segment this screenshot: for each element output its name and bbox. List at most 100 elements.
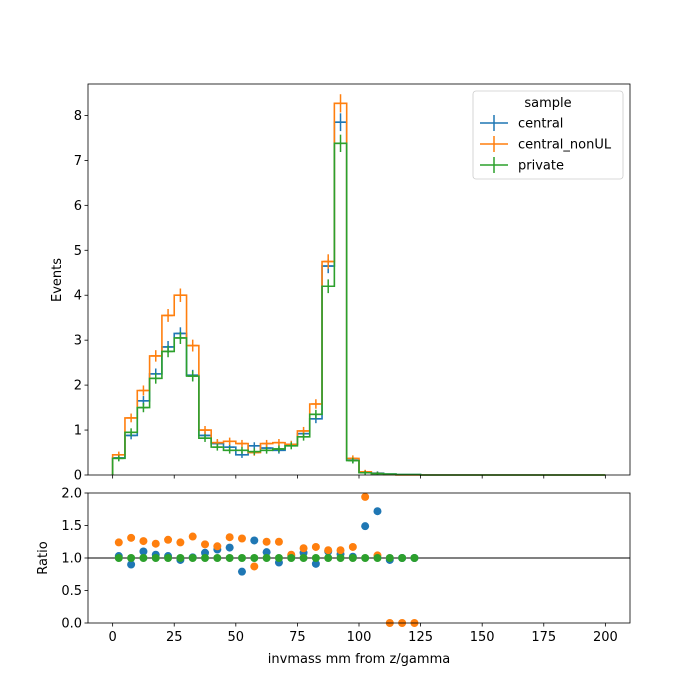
- ratio-point: [139, 537, 148, 546]
- ratio-point: [139, 547, 148, 556]
- ratio-point: [311, 559, 320, 568]
- ratio-point: [151, 554, 160, 562]
- ratio-point: [274, 554, 283, 562]
- ratio-x-tick-label: 175: [531, 630, 556, 645]
- ratio-point: [151, 539, 160, 548]
- legend-title: sample: [524, 96, 571, 111]
- ratio-point: [324, 554, 333, 562]
- ratio-point: [127, 560, 136, 569]
- ratio-plot-panel: 0.0 0.5 1.0 1.5 2.0 0 25 50 75 100 125 150 175 200 R…: [36, 487, 631, 667]
- ratio-x-tick-label: 25: [166, 630, 183, 645]
- ratio-point: [127, 533, 136, 542]
- ratio-point: [127, 554, 136, 562]
- ratio-x-tick-label: 50: [228, 630, 245, 645]
- ratio-point: [361, 554, 370, 562]
- legend-label: central: [518, 117, 563, 132]
- ratio-point: [385, 554, 394, 562]
- ratio-point: [311, 542, 320, 551]
- ratio-point: [361, 492, 370, 501]
- ratio-point: [201, 554, 210, 562]
- ratio-point: [262, 537, 271, 546]
- ratio-point: [373, 507, 382, 516]
- ratio-plot-data: [88, 492, 630, 627]
- main-y-axis-ticks: 0 1 2 3 4 5 6 7 8: [74, 109, 88, 484]
- ratio-y-tick-label: 0.0: [61, 617, 82, 632]
- ratio-point: [164, 554, 173, 562]
- ratio-point: [213, 554, 222, 562]
- legend-label: private: [518, 159, 564, 174]
- ratio-point: [324, 546, 333, 555]
- ratio-point: [114, 538, 123, 547]
- main-y-tick-label: 3: [74, 334, 82, 349]
- ratio-y-axis-ticks: 0.0 0.5 1.0 1.5 2.0: [61, 487, 88, 632]
- ratio-point: [225, 554, 234, 562]
- ratio-series-central-nonUL: [114, 492, 419, 627]
- ratio-point: [176, 554, 185, 562]
- main-y-tick-label: 4: [74, 289, 82, 304]
- legend-item-central-nonUL: central_nonUL: [480, 136, 612, 153]
- ratio-point: [164, 535, 173, 544]
- ratio-point: [373, 554, 382, 562]
- main-y-tick-label: 5: [74, 244, 82, 259]
- ratio-point: [287, 554, 296, 562]
- ratio-point: [237, 554, 246, 562]
- main-plot-data: [111, 94, 606, 476]
- ratio-point: [237, 567, 246, 576]
- main-y-tick-label: 6: [74, 199, 82, 214]
- ratio-point: [274, 537, 283, 546]
- ratio-point: [237, 534, 246, 543]
- ratio-point: [201, 540, 210, 549]
- ratio-point: [250, 562, 259, 571]
- ratio-point: [336, 546, 345, 555]
- legend-label: central_nonUL: [518, 138, 612, 153]
- ratio-y-tick-label: 2.0: [61, 487, 82, 502]
- main-plot-panel: 0 1 2 3 4 5 6 7 8 Events sample central central_n…: [50, 83, 631, 484]
- x-axis-label: invmass mm from z/gamma: [268, 652, 450, 667]
- ratio-x-tick-label: 0: [108, 630, 116, 645]
- ratio-x-tick-label: 150: [470, 630, 495, 645]
- ratio-x-tick-label: 75: [289, 630, 306, 645]
- ratio-point: [311, 554, 320, 562]
- ratio-point: [225, 533, 234, 542]
- ratio-point: [213, 542, 222, 551]
- legend-item-central: central: [480, 115, 563, 132]
- main-y-tick-label: 7: [74, 154, 82, 169]
- ratio-point: [361, 522, 370, 531]
- ratio-series-private: [114, 554, 419, 562]
- legend-item-private: private: [480, 157, 564, 174]
- ratio-point: [188, 554, 197, 562]
- main-y-tick-label: 1: [74, 424, 82, 439]
- ratio-point: [139, 554, 148, 562]
- ratio-point: [398, 554, 407, 562]
- ratio-point: [348, 554, 357, 562]
- ratio-point: [410, 554, 419, 562]
- ratio-point: [114, 554, 123, 562]
- legend-box: [472, 90, 624, 180]
- main-y-tick-label: 0: [74, 469, 82, 484]
- ratio-point: [348, 542, 357, 551]
- main-y-tick-label: 8: [74, 109, 82, 124]
- ratio-y-tick-label: 1.0: [61, 552, 82, 567]
- ratio-point: [299, 544, 308, 553]
- ratio-point: [176, 538, 185, 547]
- ratio-point: [262, 548, 271, 557]
- ratio-x-tick-label: 200: [593, 630, 618, 645]
- ratio-y-tick-label: 0.5: [61, 584, 82, 599]
- main-y-axis-label: Events: [50, 258, 65, 302]
- ratio-x-axis-ticks: 0 25 50 75 100 125 150 175 200: [108, 623, 618, 645]
- ratio-y-tick-label: 1.5: [61, 519, 82, 534]
- ratio-y-axis-label: Ratio: [36, 541, 51, 574]
- main-y-tick-label: 2: [74, 379, 82, 394]
- ratio-point: [336, 554, 345, 562]
- ratio-point: [262, 554, 271, 562]
- main-x-axis-ticks: [112, 475, 606, 479]
- ratio-point: [299, 554, 308, 562]
- ratio-point: [250, 554, 259, 562]
- ratio-x-tick-label: 125: [408, 630, 433, 645]
- ratio-point: [188, 532, 197, 541]
- ratio-point: [225, 543, 234, 552]
- ratio-x-tick-label: 100: [347, 630, 372, 645]
